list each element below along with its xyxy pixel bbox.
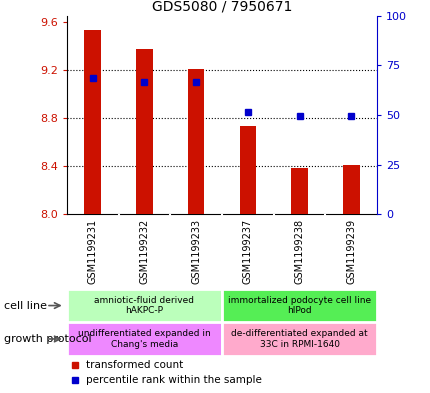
Bar: [136, 50, 152, 214]
Text: transformed count: transformed count: [86, 360, 183, 370]
Text: amniotic-fluid derived
hAKPC-P: amniotic-fluid derived hAKPC-P: [94, 296, 194, 315]
Bar: [67, 289, 221, 322]
Text: GSM1199238: GSM1199238: [294, 219, 304, 284]
Bar: [221, 322, 376, 356]
Text: GSM1199239: GSM1199239: [345, 219, 356, 284]
Bar: [291, 169, 307, 214]
Bar: [67, 322, 221, 356]
Text: immortalized podocyte cell line
hIPod: immortalized podocyte cell line hIPod: [227, 296, 370, 315]
Text: undifferentiated expanded in
Chang's media: undifferentiated expanded in Chang's med…: [78, 329, 210, 349]
Text: de-differentiated expanded at
33C in RPMI-1640: de-differentiated expanded at 33C in RPM…: [231, 329, 367, 349]
Bar: [239, 127, 255, 214]
Bar: [342, 165, 359, 214]
Bar: [84, 30, 101, 214]
Text: growth protocol: growth protocol: [4, 334, 92, 344]
Text: GSM1199231: GSM1199231: [87, 219, 98, 284]
Text: GSM1199233: GSM1199233: [190, 219, 201, 284]
Text: cell line: cell line: [4, 301, 47, 310]
Bar: [187, 69, 204, 214]
Text: GSM1199232: GSM1199232: [139, 219, 149, 284]
Text: GSM1199237: GSM1199237: [242, 219, 252, 284]
Text: percentile rank within the sample: percentile rank within the sample: [86, 375, 261, 385]
Title: GDS5080 / 7950671: GDS5080 / 7950671: [151, 0, 292, 13]
Bar: [221, 289, 376, 322]
